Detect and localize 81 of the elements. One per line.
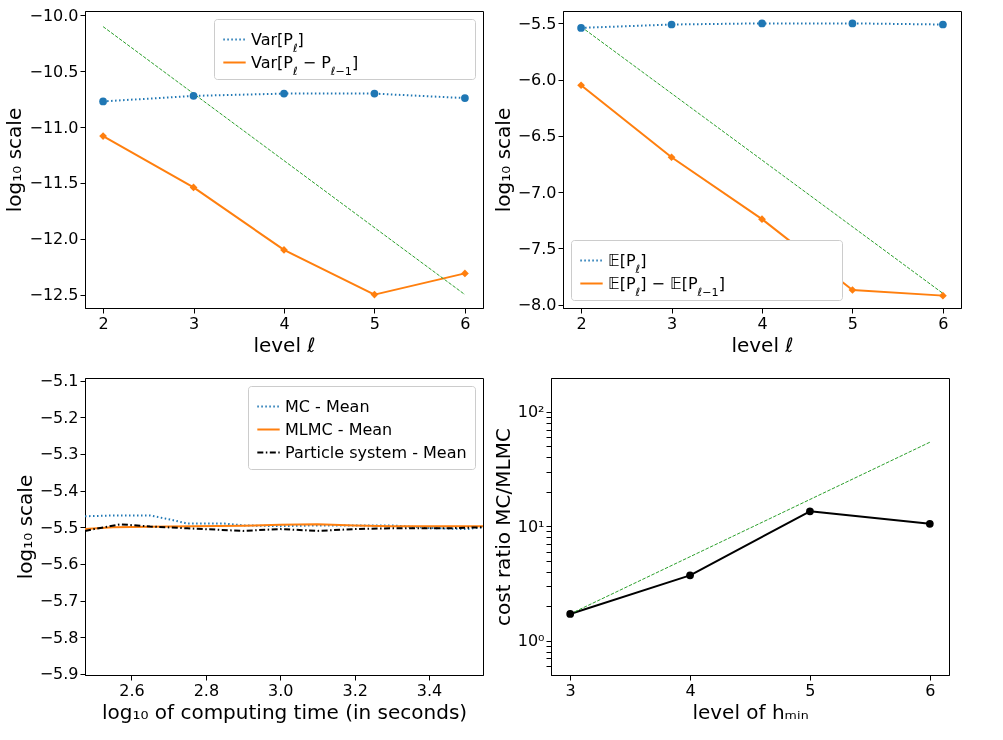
x-tick-label: 3.4 xyxy=(416,680,443,700)
x-tick-label: 4 xyxy=(685,680,696,700)
legend-label: Particle system - Mean xyxy=(285,442,467,462)
point xyxy=(806,507,814,516)
point xyxy=(686,571,694,580)
point xyxy=(189,183,198,192)
y-tick-label: −5.8 xyxy=(39,627,79,647)
y-tick-label: −5.7 xyxy=(39,591,79,611)
y-axis-title: log₁₀ scale xyxy=(490,107,515,213)
x-axis-title: log₁₀ of computing time (in seconds) xyxy=(101,699,468,724)
y-tick-label: −6.0 xyxy=(517,70,557,90)
y-tick-label: −5.5 xyxy=(39,517,79,537)
x-tick-label: 4 xyxy=(279,313,290,333)
x-tick-label: 3 xyxy=(666,313,678,333)
point xyxy=(939,291,947,300)
x-tick-label: 4 xyxy=(757,313,768,333)
point xyxy=(461,269,469,278)
legend-label: Var[P$_{ℓ}$] xyxy=(251,29,304,54)
legend-label: 𝔼[P$_{ℓ}$] xyxy=(608,250,647,275)
y-tick-label: −11.5 xyxy=(29,173,79,193)
x-axis-title: level of hₘᵢₙ xyxy=(692,699,809,724)
x-tick-label: 2 xyxy=(98,313,109,333)
point xyxy=(925,519,934,528)
y-tick-label: 10² xyxy=(517,402,545,422)
y-tick-label: −7.5 xyxy=(517,238,557,258)
x-tick-label: 2 xyxy=(576,313,587,333)
x-axis-title: level ℓ xyxy=(253,332,316,357)
y-tick-label: −5.2 xyxy=(39,407,79,427)
y-tick-label: −5.9 xyxy=(39,664,79,684)
point xyxy=(848,286,857,294)
point xyxy=(99,97,107,106)
x-tick-label: 3 xyxy=(188,313,200,333)
y-axis-title: log₁₀ scale xyxy=(12,474,37,580)
point xyxy=(189,91,198,100)
point xyxy=(370,290,379,299)
point xyxy=(667,153,676,162)
point xyxy=(848,19,857,28)
y-tick-label: −10.5 xyxy=(29,61,79,81)
y-tick-label: 10¹ xyxy=(517,516,545,536)
y-tick-label: −8.0 xyxy=(517,295,557,315)
x-tick-label: 3.2 xyxy=(342,680,368,700)
legend-label: MC - Mean xyxy=(285,396,370,416)
x-tick-label: 6 xyxy=(460,313,471,333)
legend-label: Var[P$_{ℓ}$ − P$_{ℓ−1}$] xyxy=(251,52,359,77)
y-tick-label: 10⁰ xyxy=(517,631,545,651)
y-tick-label: −10.0 xyxy=(29,5,79,25)
y-tick-label: −5.6 xyxy=(39,554,79,574)
legend-label: MLMC - Mean xyxy=(285,419,393,439)
point xyxy=(566,610,575,618)
x-tick-label: 3.0 xyxy=(268,680,294,700)
y-axis-title: log₁₀ scale xyxy=(2,107,27,213)
y-tick-label: −11.0 xyxy=(29,117,79,137)
y-tick-label: −5.4 xyxy=(39,481,79,501)
x-tick-label: 2.6 xyxy=(119,680,145,700)
y-tick-label: −12.0 xyxy=(29,229,79,249)
point xyxy=(939,20,947,29)
x-tick-label: 5 xyxy=(805,680,816,700)
legend-label: 𝔼[P$_{ℓ}$] − 𝔼[P$_{ℓ−1}$] xyxy=(608,273,725,298)
point xyxy=(577,24,585,32)
point xyxy=(758,19,766,28)
x-tick-label: 5 xyxy=(847,313,859,333)
x-tick-label: 5 xyxy=(369,313,381,333)
y-tick-label: −5.5 xyxy=(517,13,557,33)
x-axis-title: level ℓ xyxy=(731,332,794,357)
y-axis-title: cost ratio MC/MLMC xyxy=(490,428,515,626)
point xyxy=(370,89,379,98)
point xyxy=(667,20,676,29)
y-tick-label: −5.1 xyxy=(39,371,79,391)
y-tick-label: −7.0 xyxy=(517,182,557,202)
point xyxy=(280,89,288,98)
x-tick-label: 6 xyxy=(938,313,949,333)
x-tick-label: 6 xyxy=(925,680,936,700)
line-series xyxy=(85,514,483,531)
point xyxy=(577,81,585,90)
x-tick-label: 3 xyxy=(565,680,576,700)
point xyxy=(99,132,107,140)
point xyxy=(461,94,469,102)
y-tick-label: −12.5 xyxy=(29,285,79,305)
x-tick-label: 2.8 xyxy=(193,680,220,700)
y-tick-label: −5.3 xyxy=(39,444,79,464)
y-tick-label: −6.5 xyxy=(517,126,557,146)
